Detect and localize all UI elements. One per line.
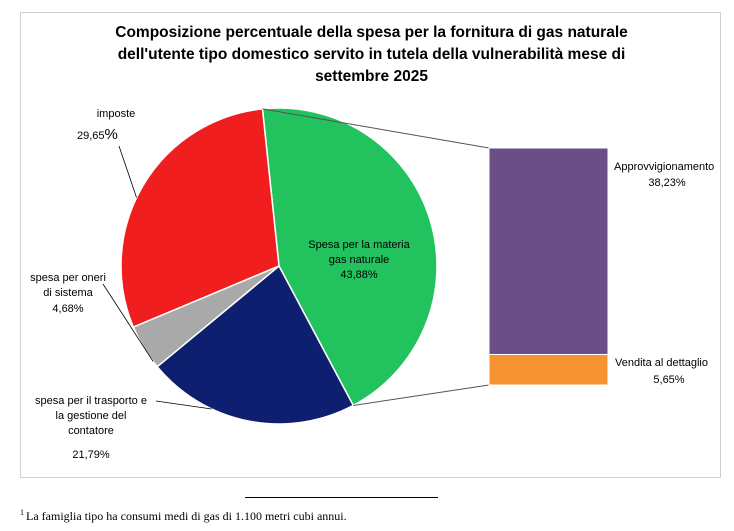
chart-frame: Composizione percentuale della spesa per… bbox=[20, 12, 721, 478]
footnote: 1 La famiglia tipo ha consumi medi di gas… bbox=[20, 508, 347, 524]
slice-label-materia-line-1: Spesa per la materia bbox=[308, 239, 410, 251]
breakdown-segment-2 bbox=[488, 353, 609, 386]
footnote-text: La famiglia tipo ha consumi medi di gas … bbox=[26, 509, 347, 523]
breakdown-label-vendita: Vendita al dettaglio bbox=[615, 357, 708, 369]
slice-value-imposte-unit: % bbox=[105, 126, 118, 143]
footnote-divider bbox=[245, 497, 438, 498]
slice-label-trasporto-line-1: spesa per il trasporto e bbox=[35, 395, 147, 407]
slice-label-oneri-line-2: di sistema bbox=[43, 287, 93, 299]
slice-label-trasporto-line-2: la gestione del bbox=[56, 410, 127, 422]
slice-label-imposte-line-1: imposte bbox=[97, 108, 136, 120]
breakdown-label-approvvigionamento: Approvvigionamento bbox=[614, 161, 714, 173]
breakdown-value-vendita: 5,65% bbox=[653, 374, 684, 386]
pie-slice-1 bbox=[261, 107, 438, 407]
breakdown-value-approvvigionamento: 38,23% bbox=[648, 177, 686, 189]
slice-value-imposte: 29,65% bbox=[77, 126, 118, 143]
slice-value-materia: 43,88% bbox=[340, 269, 378, 281]
chart-canvas: Spesa per la materia gas naturale 43,88% im… bbox=[30, 107, 714, 461]
leader-line-imposte bbox=[118, 145, 137, 198]
slice-label-trasporto-line-3: contatore bbox=[68, 425, 114, 437]
slice-value-oneri: 4,68% bbox=[52, 303, 83, 315]
pie-slice-4 bbox=[120, 108, 280, 329]
connector-line-bottom bbox=[353, 384, 490, 406]
slice-label-oneri-line-1: spesa per oneri bbox=[30, 272, 106, 284]
leader-line-trasporto bbox=[155, 400, 212, 410]
slice-label-materia-line-2: gas naturale bbox=[329, 254, 390, 266]
connector-line-top bbox=[262, 108, 490, 149]
chart-title: Composizione percentuale della spesa per… bbox=[115, 24, 628, 85]
breakdown-segment-1 bbox=[488, 147, 609, 355]
footnote-marker: 1 bbox=[20, 508, 24, 517]
pie-slice-2 bbox=[156, 264, 355, 425]
leader-line-oneri bbox=[102, 283, 154, 362]
slice-value-trasporto: 21,79% bbox=[72, 449, 110, 461]
